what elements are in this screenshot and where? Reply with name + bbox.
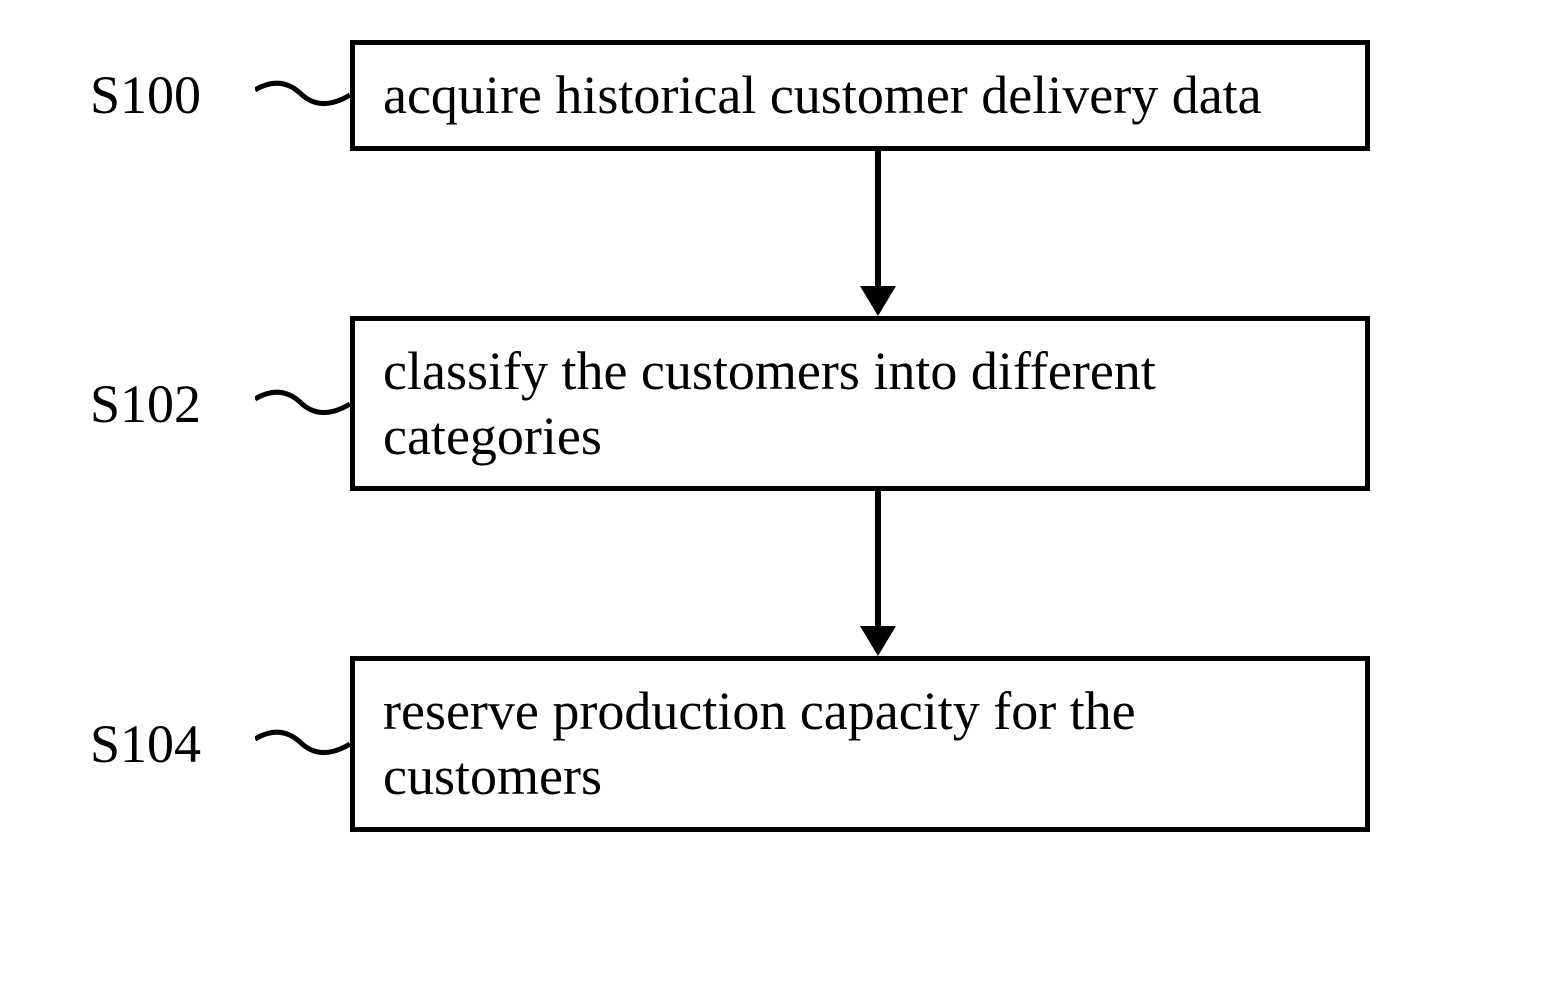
step-box-s102: classify the customers into different ca…	[350, 316, 1370, 492]
step-text-s100: acquire historical customer delivery dat…	[383, 65, 1262, 125]
arrow-head-icon	[860, 626, 896, 656]
step-box-s100: acquire historical customer delivery dat…	[350, 40, 1370, 151]
connector-s102	[255, 384, 350, 424]
connector-s104	[255, 724, 350, 764]
step-label-s104: S104	[90, 713, 260, 775]
step-box-s104: reserve production capacity for the cust…	[350, 656, 1370, 832]
arrow-line	[875, 151, 881, 288]
flowchart-step-s100: S100 acquire historical customer deliver…	[90, 40, 1370, 151]
arrow-s100-s102	[90, 151, 1370, 316]
step-text-s102: classify the customers into different ca…	[383, 339, 1337, 469]
arrow-s102-s104	[90, 491, 1370, 656]
flowchart-container: S100 acquire historical customer deliver…	[90, 40, 1370, 832]
step-label-s100: S100	[90, 64, 260, 126]
flowchart-step-s104: S104 reserve production capacity for the…	[90, 656, 1370, 832]
step-label-s102: S102	[90, 373, 260, 435]
arrow-head-icon	[860, 286, 896, 316]
step-text-s104: reserve production capacity for the cust…	[383, 679, 1337, 809]
flowchart-step-s102: S102 classify the customers into differe…	[90, 316, 1370, 492]
connector-s100	[255, 75, 350, 115]
arrow-line	[875, 491, 881, 628]
